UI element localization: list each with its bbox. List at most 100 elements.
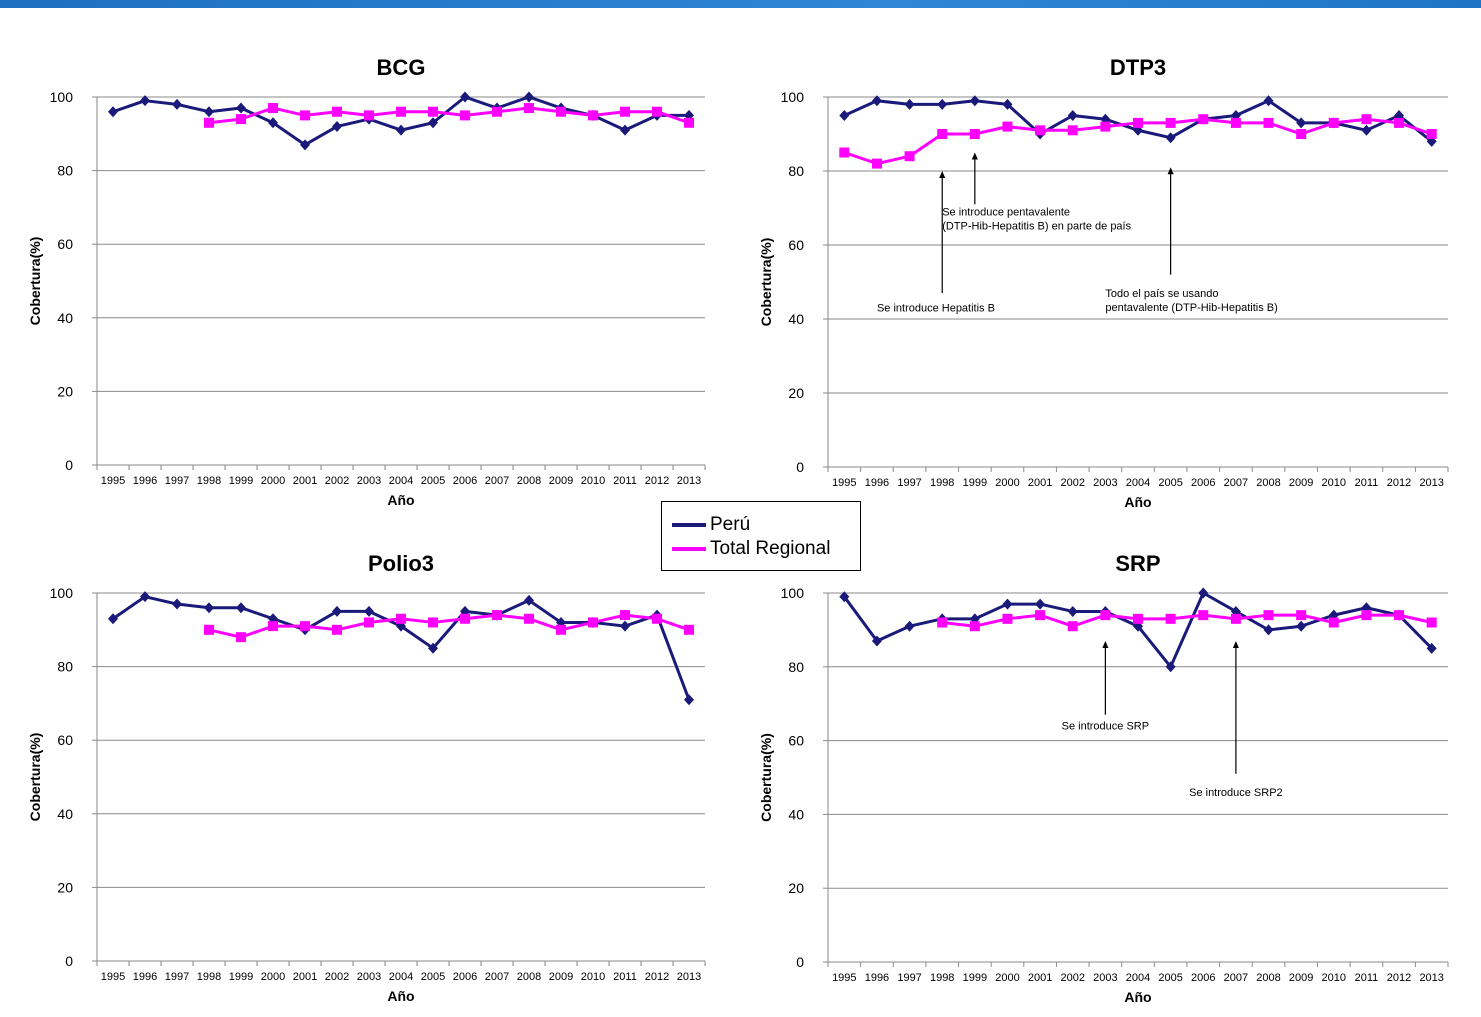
dtp3-series-total-regional-point (1394, 117, 1405, 128)
srp-series-peru-point (1263, 624, 1274, 636)
srp-annotation-arrowhead (1232, 640, 1239, 648)
dtp3-series-total-regional-point (1263, 117, 1274, 128)
srp-x-axis-label: Año (1124, 989, 1151, 1005)
dtp3-annotation-arrowhead (971, 152, 978, 160)
srp-xtick-label: 1996 (865, 972, 889, 984)
dtp3-xtick-label: 1997 (897, 477, 921, 489)
dtp3-xtick-label: 2006 (1191, 477, 1215, 489)
dtp3-series-peru-point (871, 95, 882, 107)
srp-y-axis-label: Cobertura(%) (758, 733, 774, 822)
dtp3-series-total-regional-point (1100, 121, 1111, 132)
bcg-series-total-regional-point (492, 106, 502, 117)
bcg-series-peru-point (268, 117, 278, 129)
polio3-xtick-label: 2000 (261, 971, 285, 983)
bcg-series-peru-point (396, 124, 406, 136)
srp-series-total-regional-point (1100, 610, 1111, 621)
srp-series-peru-point (904, 620, 915, 632)
bcg-xtick-label: 1999 (229, 475, 253, 487)
srp-series-total-regional-point (1394, 610, 1405, 621)
polio3-xtick-label: 2005 (421, 971, 445, 983)
bcg-series-total-regional-point (652, 106, 662, 117)
polio3-series-peru-point (396, 620, 406, 632)
polio3-xtick-label: 2011 (613, 971, 637, 983)
srp-annotation: Se introduce SRP2 (1189, 640, 1283, 799)
polio3-series-total-regional-point (652, 613, 662, 624)
polio3-series-total-regional-point (684, 624, 694, 635)
srp-series-peru-point (871, 635, 882, 647)
srp-series-total-regional-point (1067, 621, 1078, 632)
dtp3-series-total-regional-point (1165, 117, 1176, 128)
dtp3-x-axis-label: Año (1124, 494, 1151, 510)
dtp3-annotation: Se introduce pentavalente (DTP-Hib-Hepati… (942, 152, 1132, 232)
dtp3-series-total-regional-point (969, 129, 980, 139)
dtp3-annotation-text: Se introduce Hepatitis B (877, 303, 995, 315)
polio3-series-peru-point (460, 605, 470, 617)
dtp3-xtick-label: 1996 (865, 477, 889, 489)
dtp3-annotation-text: Todo el país se usando (1105, 288, 1218, 300)
polio3-xtick-label: 2004 (389, 971, 413, 983)
srp-series-total-regional-point (1361, 610, 1372, 621)
bcg-xtick-label: 2009 (549, 475, 573, 487)
bcg-series-total-regional-point (620, 106, 630, 117)
polio3-series-total-regional-point (556, 624, 566, 635)
bcg-xtick-label: 2012 (645, 475, 669, 487)
bcg-series-total-regional-line (208, 106, 690, 125)
srp-series-total-regional-point (969, 621, 980, 632)
dtp3-xtick-label: 2000 (995, 477, 1019, 489)
legend-swatch-peru (672, 523, 706, 527)
polio3-ytick-label: 20 (57, 879, 73, 895)
bcg-series-peru-point (172, 98, 182, 110)
dtp3-annotation-arrowhead (939, 171, 946, 178)
legend-swatch-total-regional (672, 547, 706, 551)
bcg-xtick-label: 2011 (613, 475, 637, 487)
bcg-series-total-regional-point (300, 110, 310, 121)
bcg-xtick-label: 2003 (357, 475, 381, 487)
polio3-series-total-regional-point (620, 610, 630, 621)
bcg-ytick-label: 20 (57, 383, 73, 399)
dtp3-series-peru-point (937, 98, 948, 110)
bcg-xtick-label: 2007 (485, 475, 509, 487)
srp-annotation-arrowhead (1102, 640, 1109, 648)
srp-xtick-label: 1995 (832, 972, 856, 984)
bcg-series-peru-point (460, 91, 470, 103)
srp-series-peru-point (839, 591, 850, 603)
polio3-x-axis-label: Año (387, 988, 414, 1004)
srp-series-total-regional-point (1133, 613, 1143, 624)
polio3-xtick-label: 1999 (229, 971, 253, 983)
chart-bcg: BCG 0 20 40 60 80 100 1995 1996 1997 1998 1999 2000 2… (27, 55, 706, 508)
legend-label-peru: Perú (710, 514, 751, 535)
dtp3-xtick-label: 2001 (1028, 477, 1052, 489)
dtp3-xtick-label: 2009 (1289, 477, 1313, 489)
bcg-title: BCG (377, 55, 426, 80)
dtp3-series-total-regional-point (1361, 114, 1372, 125)
dtp3-series-peru-point (1002, 98, 1013, 110)
srp-ytick-label: 100 (781, 585, 805, 601)
polio3-ytick-label: 60 (57, 732, 73, 748)
dtp3-series-total-regional-point (1035, 125, 1046, 136)
bcg-series-total-regional-point (364, 110, 374, 121)
dtp3-series-total-regional-point (1426, 129, 1437, 139)
polio3-title: Polio3 (368, 551, 434, 576)
bcg-xtick-label: 2008 (517, 475, 541, 487)
dtp3-xtick-label: 2003 (1093, 477, 1117, 489)
srp-xtick-label: 2004 (1126, 972, 1150, 984)
polio3-series-peru-point (140, 591, 150, 603)
chart-legend: Perú Total Regional (661, 501, 861, 571)
dtp3-y-axis-label: Cobertura(%) (758, 238, 774, 327)
srp-series-total-regional-point (1002, 613, 1013, 624)
srp-ytick-label: 40 (788, 806, 804, 822)
srp-xtick-label: 2002 (1060, 972, 1084, 984)
polio3-xtick-label: 2009 (549, 971, 573, 983)
dtp3-ytick-label: 20 (788, 385, 804, 401)
bcg-xtick-label: 1995 (101, 475, 125, 487)
dtp3-xtick-label: 2013 (1419, 477, 1443, 489)
bcg-series-peru-point (204, 106, 214, 118)
srp-title: SRP (1115, 551, 1160, 576)
srp-xtick-label: 2013 (1419, 972, 1443, 984)
polio3-series-total-regional-point (460, 613, 470, 624)
srp-xtick-label: 1998 (930, 972, 954, 984)
dtp3-annotation-arrowhead (1167, 167, 1174, 175)
bcg-xtick-label: 2004 (389, 475, 413, 487)
dtp3-ytick-label: 0 (796, 459, 804, 475)
polio3-xtick-label: 2006 (453, 971, 477, 983)
